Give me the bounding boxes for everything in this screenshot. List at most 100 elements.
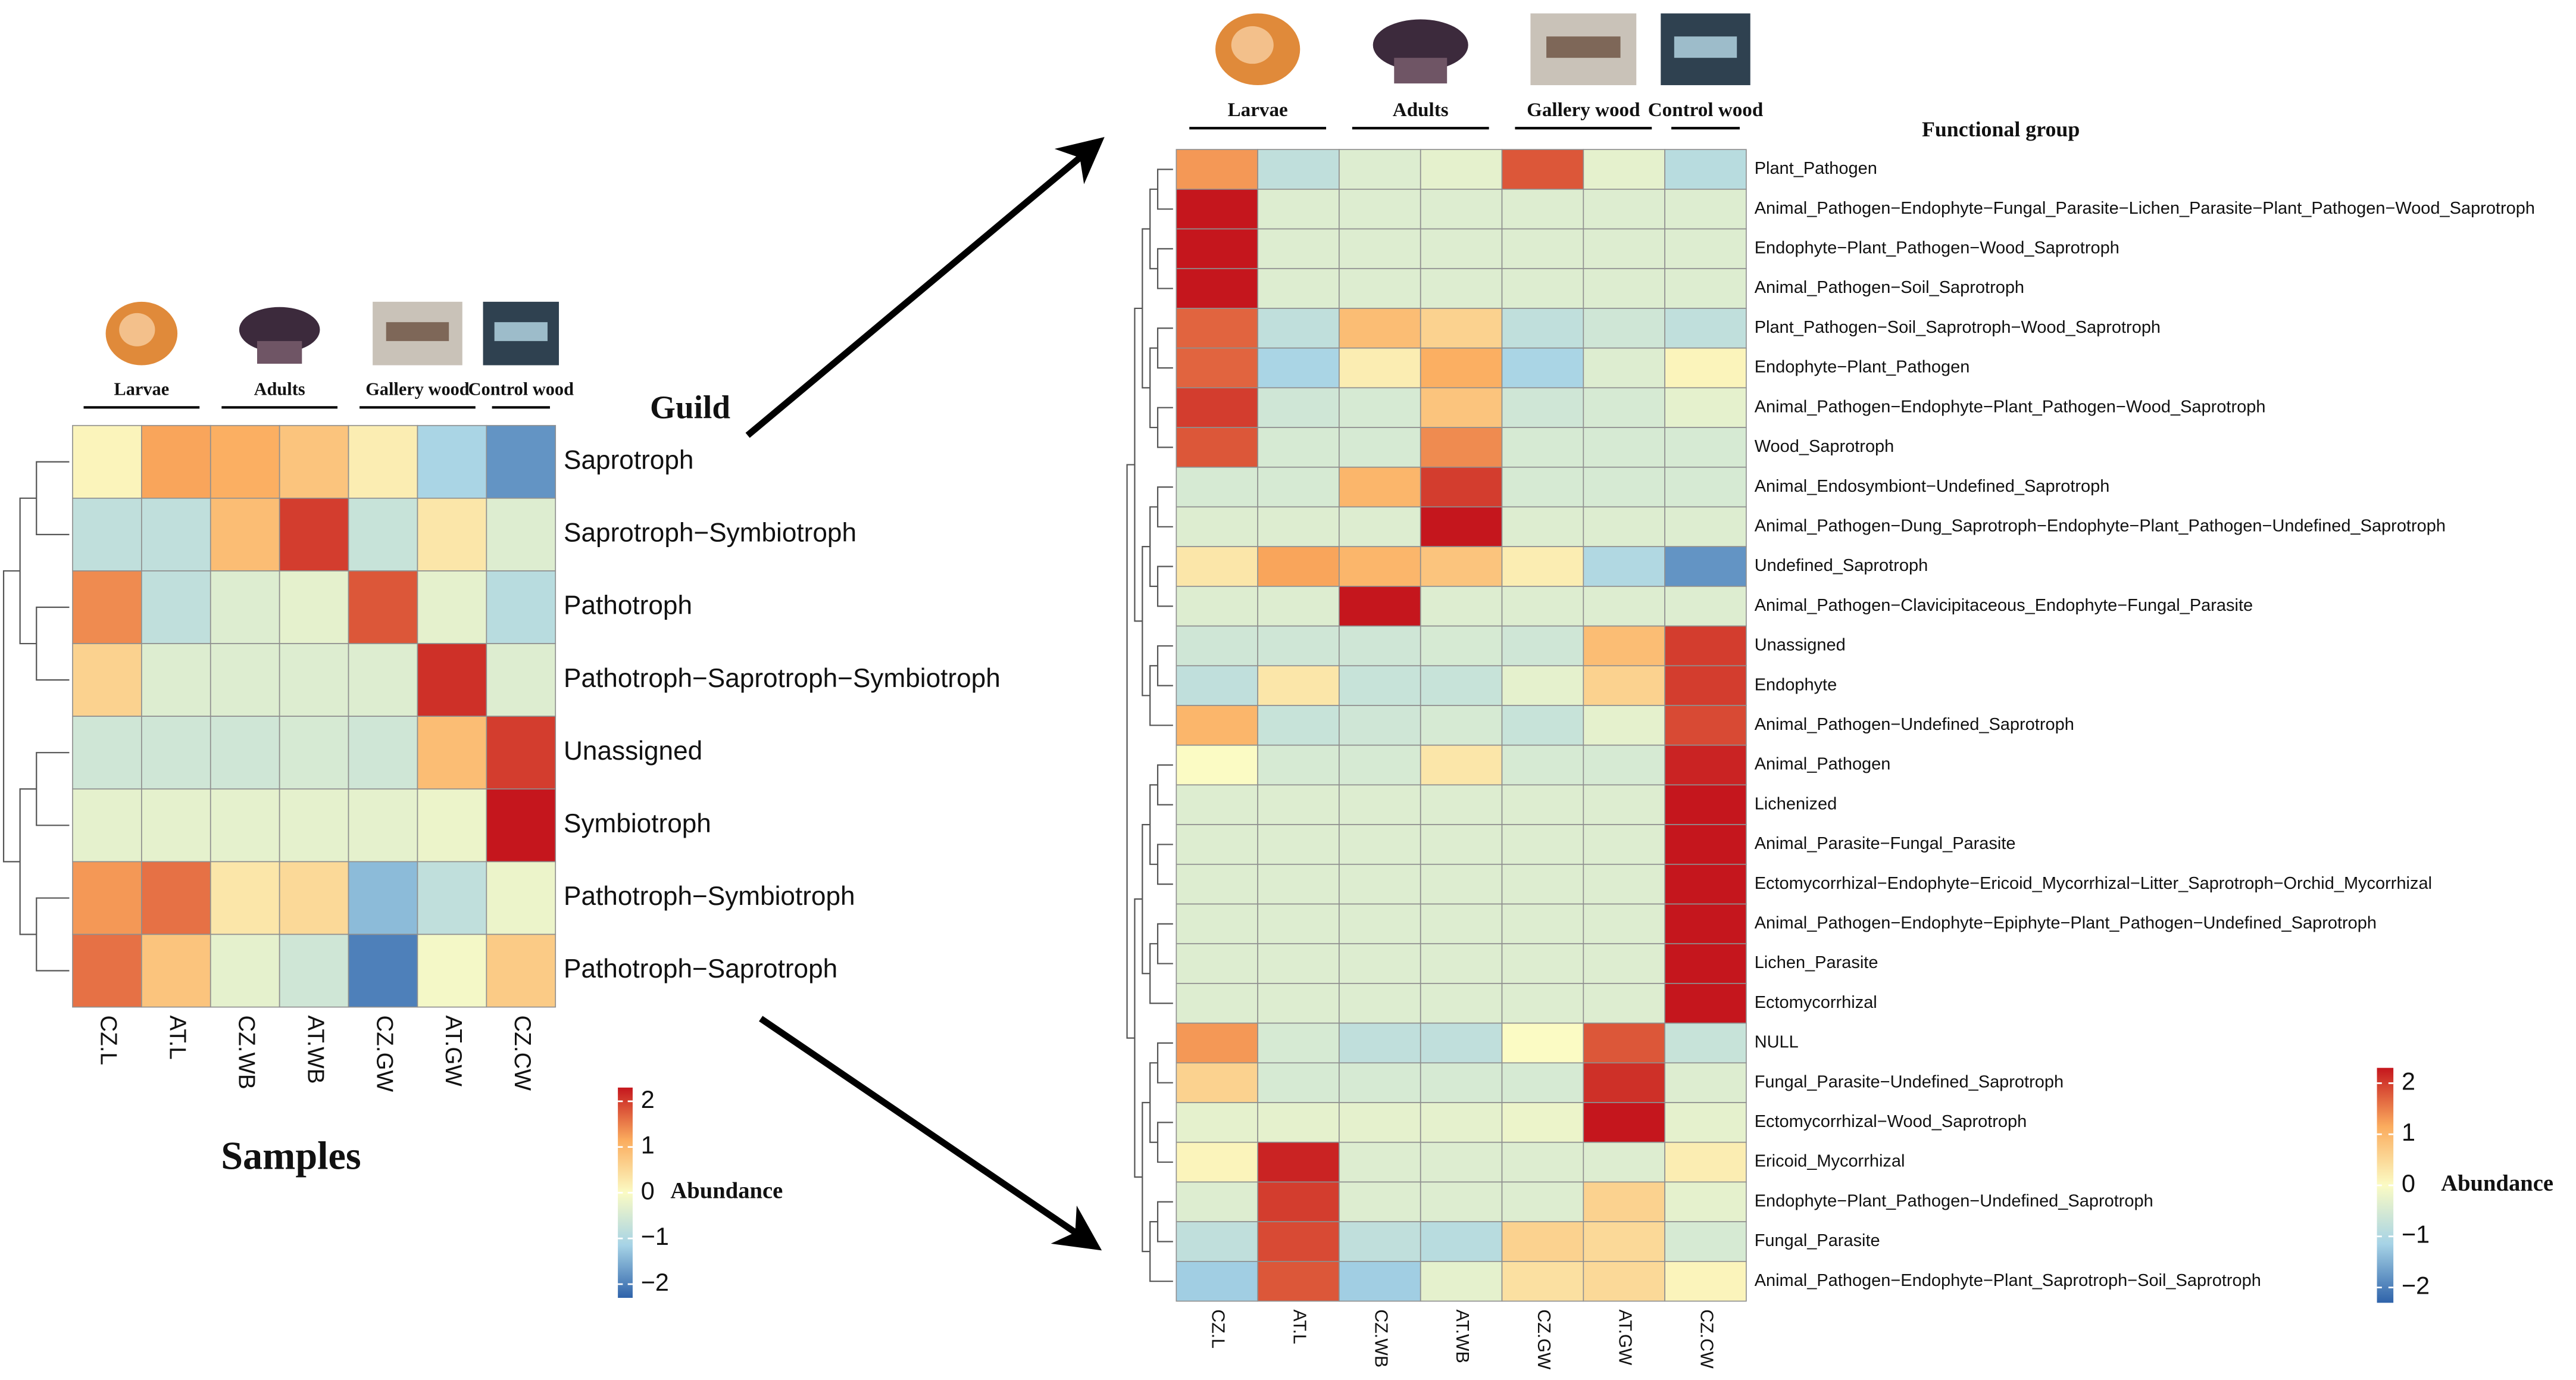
group-label: Gallery wood xyxy=(1527,99,1640,121)
heatmap-cell xyxy=(486,716,557,790)
heatmap-cell xyxy=(1257,943,1340,984)
dendrogram xyxy=(1156,248,1173,289)
heatmap-cell xyxy=(1339,744,1421,786)
adult-image xyxy=(239,307,320,352)
row-label: Animal_Pathogen−Endophyte−Epiphyte−Plant… xyxy=(1755,914,2377,933)
heatmap-cell xyxy=(1339,546,1421,587)
heatmap-cell xyxy=(1501,506,1584,547)
heatmap-cell xyxy=(1339,1261,1421,1302)
heatmap-cell xyxy=(72,788,142,863)
heatmap-cell xyxy=(1583,188,1665,230)
heatmap-cell xyxy=(1501,863,1584,905)
heatmap-cell xyxy=(1501,744,1584,786)
heatmap-cell xyxy=(1420,744,1503,786)
row-label: Animal_Pathogen−Clavicipitaceous_Endophy… xyxy=(1755,596,2253,615)
heatmap-cell xyxy=(1176,546,1258,587)
heatmap-cell xyxy=(1176,625,1258,667)
dendrogram xyxy=(1149,943,1173,1004)
heatmap-cell xyxy=(1420,149,1503,190)
dendrogram xyxy=(36,752,70,826)
dendrogram xyxy=(19,788,37,935)
heatmap-cell xyxy=(1501,665,1584,706)
heatmap-cell xyxy=(1257,665,1340,706)
heatmap-cell xyxy=(1257,1102,1340,1143)
heatmap-cell xyxy=(1583,943,1665,984)
heatmap-cell xyxy=(1420,784,1503,825)
heatmap-cell xyxy=(1339,1102,1421,1143)
heatmap-cell xyxy=(1583,586,1665,627)
heatmap-cell xyxy=(1664,1181,1747,1222)
heatmap-cell xyxy=(1176,347,1258,389)
heatmap-cell xyxy=(1257,1181,1340,1222)
heatmap-cell xyxy=(417,933,487,1008)
row-label: Pathotroph xyxy=(564,591,692,620)
heatmap-cell xyxy=(1501,387,1584,428)
heatmap-cell xyxy=(1176,1261,1258,1302)
column-label: CZ.L xyxy=(1208,1309,1228,1348)
column-label: CZ.GW xyxy=(1534,1309,1553,1369)
row-label: Plant_Pathogen xyxy=(1755,159,1877,178)
heatmap-cell xyxy=(1583,1181,1665,1222)
heatmap-cell xyxy=(1583,824,1665,865)
heatmap-cell xyxy=(1257,705,1340,746)
row-label: Endophyte−Plant_Pathogen xyxy=(1755,358,1970,377)
heatmap-cell xyxy=(486,497,557,572)
larva-image xyxy=(119,313,155,346)
heatmap-cell xyxy=(1339,1062,1421,1103)
heatmap-cell xyxy=(1257,586,1340,627)
dendrogram xyxy=(1156,327,1173,369)
heatmap-cell xyxy=(1501,1141,1584,1183)
heatmap-cell xyxy=(1664,903,1747,945)
heatmap-cell xyxy=(1664,863,1747,905)
heatmap-cell xyxy=(1583,149,1665,190)
column-label: AT.GW xyxy=(440,1015,466,1086)
heatmap-cell xyxy=(279,570,349,644)
heatmap-cell xyxy=(1583,1141,1665,1183)
wood-image xyxy=(386,322,449,341)
heatmap-cell xyxy=(348,643,418,717)
group-label: Adults xyxy=(254,379,305,399)
heatmap-cell xyxy=(1583,903,1665,945)
adult-image xyxy=(1394,58,1448,84)
row-label: Saprotroph xyxy=(564,445,693,474)
heatmap-cell xyxy=(1420,1141,1503,1183)
heatmap-cell xyxy=(1501,1221,1584,1262)
row-label: Pathotroph−Symbiotroph xyxy=(564,882,855,911)
heatmap-cell xyxy=(1420,1221,1503,1262)
dendrogram xyxy=(1126,464,1135,1039)
column-label: CZ.L xyxy=(96,1015,121,1065)
heatmap-cell xyxy=(1501,625,1584,667)
heatmap-cell xyxy=(210,788,280,863)
heatmap-cell xyxy=(1257,1141,1340,1183)
heatmap-cell xyxy=(1501,546,1584,587)
heatmap-cell xyxy=(1176,188,1258,230)
dendrogram xyxy=(1156,923,1173,964)
heatmap-cell xyxy=(1176,427,1258,468)
heatmap-cell xyxy=(1501,1181,1584,1222)
dendrogram xyxy=(1149,784,1158,865)
heatmap-cell xyxy=(1257,824,1340,865)
column-label: CZ.WB xyxy=(1371,1309,1390,1367)
heatmap-cell xyxy=(1420,1261,1503,1302)
heatmap-cell xyxy=(141,861,211,935)
heatmap-cell xyxy=(1176,1181,1258,1222)
heatmap-cell xyxy=(1583,546,1665,587)
column-label: AT.L xyxy=(165,1015,190,1059)
wood-image xyxy=(1674,36,1737,58)
heatmap-cell xyxy=(1339,1141,1421,1183)
heatmap-cell xyxy=(1339,347,1421,389)
dendrogram xyxy=(1156,645,1173,686)
row-label: Unassigned xyxy=(564,736,702,766)
heatmap-cell xyxy=(279,497,349,572)
heatmap-cell xyxy=(279,424,349,499)
heatmap-cell xyxy=(1583,387,1665,428)
heatmap-cell xyxy=(1664,943,1747,984)
heatmap-cell xyxy=(1420,466,1503,508)
group-label: Control wood xyxy=(468,379,574,399)
heatmap-cell xyxy=(72,424,142,499)
heatmap-cell xyxy=(1176,705,1258,746)
heatmap-cell xyxy=(486,424,557,499)
row-label: Ectomycorrhizal−Wood_Saprotroph xyxy=(1755,1112,2027,1131)
dendrogram xyxy=(1142,1101,1151,1253)
dendrogram xyxy=(1149,1062,1158,1143)
